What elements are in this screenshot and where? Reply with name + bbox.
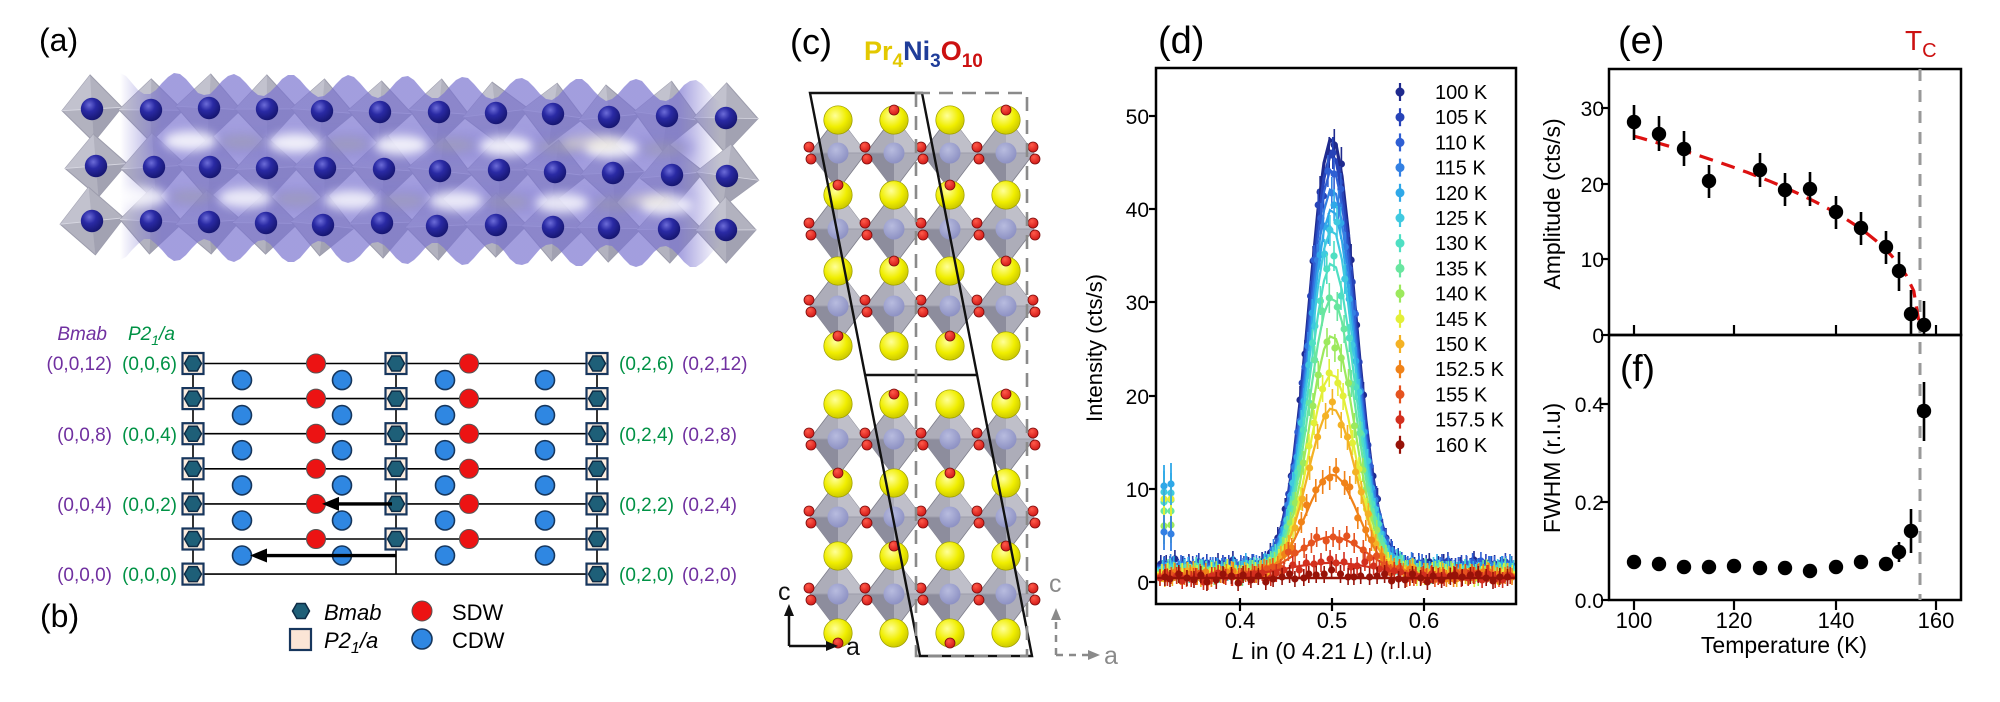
svg-text:(0,2,0): (0,2,0) [619, 565, 674, 586]
svg-text:CDW: CDW [452, 628, 505, 653]
svg-text:(c): (c) [790, 21, 832, 62]
svg-text:152.5 K: 152.5 K [1435, 359, 1505, 381]
svg-text:(b): (b) [40, 598, 79, 634]
svg-text:(0,2,0): (0,2,0) [682, 565, 737, 586]
svg-text:130 K: 130 K [1435, 233, 1488, 255]
svg-text:Amplitude (cts/s): Amplitude (cts/s) [1539, 118, 1565, 289]
svg-text:SDW: SDW [452, 600, 504, 625]
svg-text:a: a [846, 633, 860, 661]
svg-text:Bmab: Bmab [57, 324, 107, 345]
svg-text:(0,0,2): (0,0,2) [122, 495, 177, 516]
svg-text:100: 100 [1616, 608, 1653, 633]
svg-text:(0,0,8): (0,0,8) [57, 425, 112, 446]
svg-text:(0,0,6): (0,0,6) [122, 354, 177, 375]
svg-text:Temperature (K): Temperature (K) [1701, 632, 1867, 658]
svg-text:(0,2,4): (0,2,4) [682, 495, 737, 516]
svg-text:155 K: 155 K [1435, 384, 1488, 406]
svg-text:160: 160 [1918, 608, 1955, 633]
svg-text:(e): (e) [1618, 20, 1664, 62]
svg-text:a: a [1104, 642, 1118, 670]
svg-text:0.2: 0.2 [1575, 492, 1604, 515]
svg-text:FWHM (r.l.u): FWHM (r.l.u) [1539, 403, 1565, 533]
svg-text:110 K: 110 K [1435, 132, 1486, 154]
svg-text:20: 20 [1581, 174, 1604, 197]
svg-text:Intensity (cts/s): Intensity (cts/s) [1082, 274, 1107, 422]
svg-text:(0,0,0): (0,0,0) [57, 565, 112, 586]
svg-text:160 K: 160 K [1435, 435, 1488, 457]
svg-text:150 K: 150 K [1435, 334, 1488, 356]
svg-text:135 K: 135 K [1435, 258, 1488, 280]
svg-text:(0,0,4): (0,0,4) [57, 495, 112, 516]
svg-text:c: c [778, 578, 791, 606]
svg-text:30: 30 [1126, 292, 1149, 315]
svg-text:20: 20 [1126, 386, 1149, 409]
svg-text:40: 40 [1126, 199, 1149, 222]
svg-text:10: 10 [1581, 249, 1604, 272]
svg-text:120 K: 120 K [1435, 183, 1488, 205]
svg-text:0: 0 [1592, 325, 1604, 348]
svg-text:0.5: 0.5 [1317, 608, 1348, 633]
svg-text:50: 50 [1126, 106, 1149, 129]
svg-text:Bmab: Bmab [324, 600, 381, 625]
svg-text:10: 10 [1126, 479, 1149, 502]
svg-text:(0,2,12): (0,2,12) [682, 354, 747, 375]
svg-text:120: 120 [1716, 608, 1753, 633]
svg-text:(0,2,4): (0,2,4) [619, 425, 674, 446]
svg-text:L in (0 4.21 L) (r.l.u): L in (0 4.21 L) (r.l.u) [1232, 638, 1433, 664]
svg-text:0.4: 0.4 [1575, 394, 1605, 417]
svg-text:(0,2,2): (0,2,2) [619, 495, 674, 516]
svg-text:140: 140 [1818, 608, 1855, 633]
svg-text:(f): (f) [1620, 348, 1655, 389]
svg-text:115 K: 115 K [1435, 158, 1486, 180]
svg-text:0: 0 [1137, 572, 1149, 595]
svg-text:(0,0,4): (0,0,4) [122, 425, 177, 446]
svg-text:(0,0,12): (0,0,12) [47, 354, 112, 375]
svg-text:100 K: 100 K [1435, 82, 1488, 104]
svg-text:145 K: 145 K [1435, 309, 1488, 331]
svg-text:105 K: 105 K [1435, 107, 1488, 129]
svg-text:0.4: 0.4 [1225, 608, 1256, 633]
svg-text:c: c [1049, 570, 1062, 598]
svg-text:(0,2,8): (0,2,8) [682, 425, 737, 446]
svg-text:(d): (d) [1158, 20, 1204, 62]
svg-text:(a): (a) [39, 22, 78, 58]
svg-text:(0,2,6): (0,2,6) [619, 354, 674, 375]
svg-text:140 K: 140 K [1435, 284, 1488, 306]
svg-text:30: 30 [1581, 98, 1604, 121]
svg-text:125 K: 125 K [1435, 208, 1488, 230]
svg-text:0.0: 0.0 [1575, 590, 1604, 613]
svg-text:(0,0,0): (0,0,0) [122, 565, 177, 586]
svg-text:157.5 K: 157.5 K [1435, 410, 1505, 432]
svg-text:0.6: 0.6 [1409, 608, 1440, 633]
